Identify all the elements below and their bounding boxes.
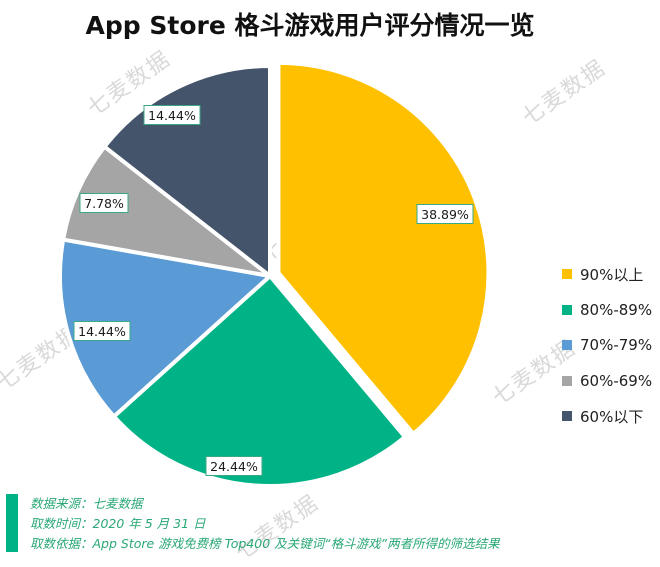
legend-item: 80%-89% [562,298,652,322]
legend-label: 60%以下 [580,407,644,426]
legend-swatch [562,340,572,350]
data-label-text: 14.44% [78,324,126,339]
footer-notes: 数据来源：七麦数据 取数时间：2020 年 5 月 31 日 取数依据：App … [30,494,500,554]
data-label-box [79,193,129,213]
legend-label: 80%-89% [580,300,653,319]
legend-swatch [562,269,572,279]
footer-date: 取数时间：2020 年 5 月 31 日 [30,516,206,531]
pie-slice [276,60,491,436]
data-label: 24.44% [205,456,263,476]
data-label: 38.89% [416,204,474,224]
chart-title: App Store 格斗游戏用户评分情况一览 [85,11,535,40]
data-label-text: 7.78% [84,196,124,211]
legend-label: 70%-79% [580,336,653,354]
data-label-box [143,105,201,125]
legend-swatch [562,375,572,386]
legend-item: 70%-79% [562,333,652,357]
data-label-text: 14.44% [148,108,196,123]
footer-accent-bar [6,494,18,552]
legend-swatch [562,411,572,421]
data-label-box [205,456,263,476]
pie-slice [111,274,407,488]
data-label-box [73,321,131,341]
legend-label: 90%以上 [580,265,644,284]
legend-item: 60%以下 [562,404,652,428]
data-label-text: 24.44% [210,459,258,474]
legend-swatch [562,304,572,315]
legend-item: 90%以上 [562,262,652,286]
data-label-text: 38.89% [421,207,469,222]
chart-legend: 90%以上 80%-89% 70%-79% 60%-69% 60%以下 [562,262,652,440]
footer-source: 数据来源：七麦数据 [30,496,143,511]
data-label-box [416,204,474,224]
data-label: 14.44% [143,105,201,125]
data-label: 7.78% [79,193,129,213]
legend-item: 60%-69% [562,369,652,393]
pie-slice [58,237,272,419]
data-label: 14.44% [73,321,131,341]
footer-basis: 取数依据：App Store 游戏免费榜 Top400 及关键词“格斗游戏”两者… [30,536,500,551]
legend-label: 60%-69% [580,371,653,390]
